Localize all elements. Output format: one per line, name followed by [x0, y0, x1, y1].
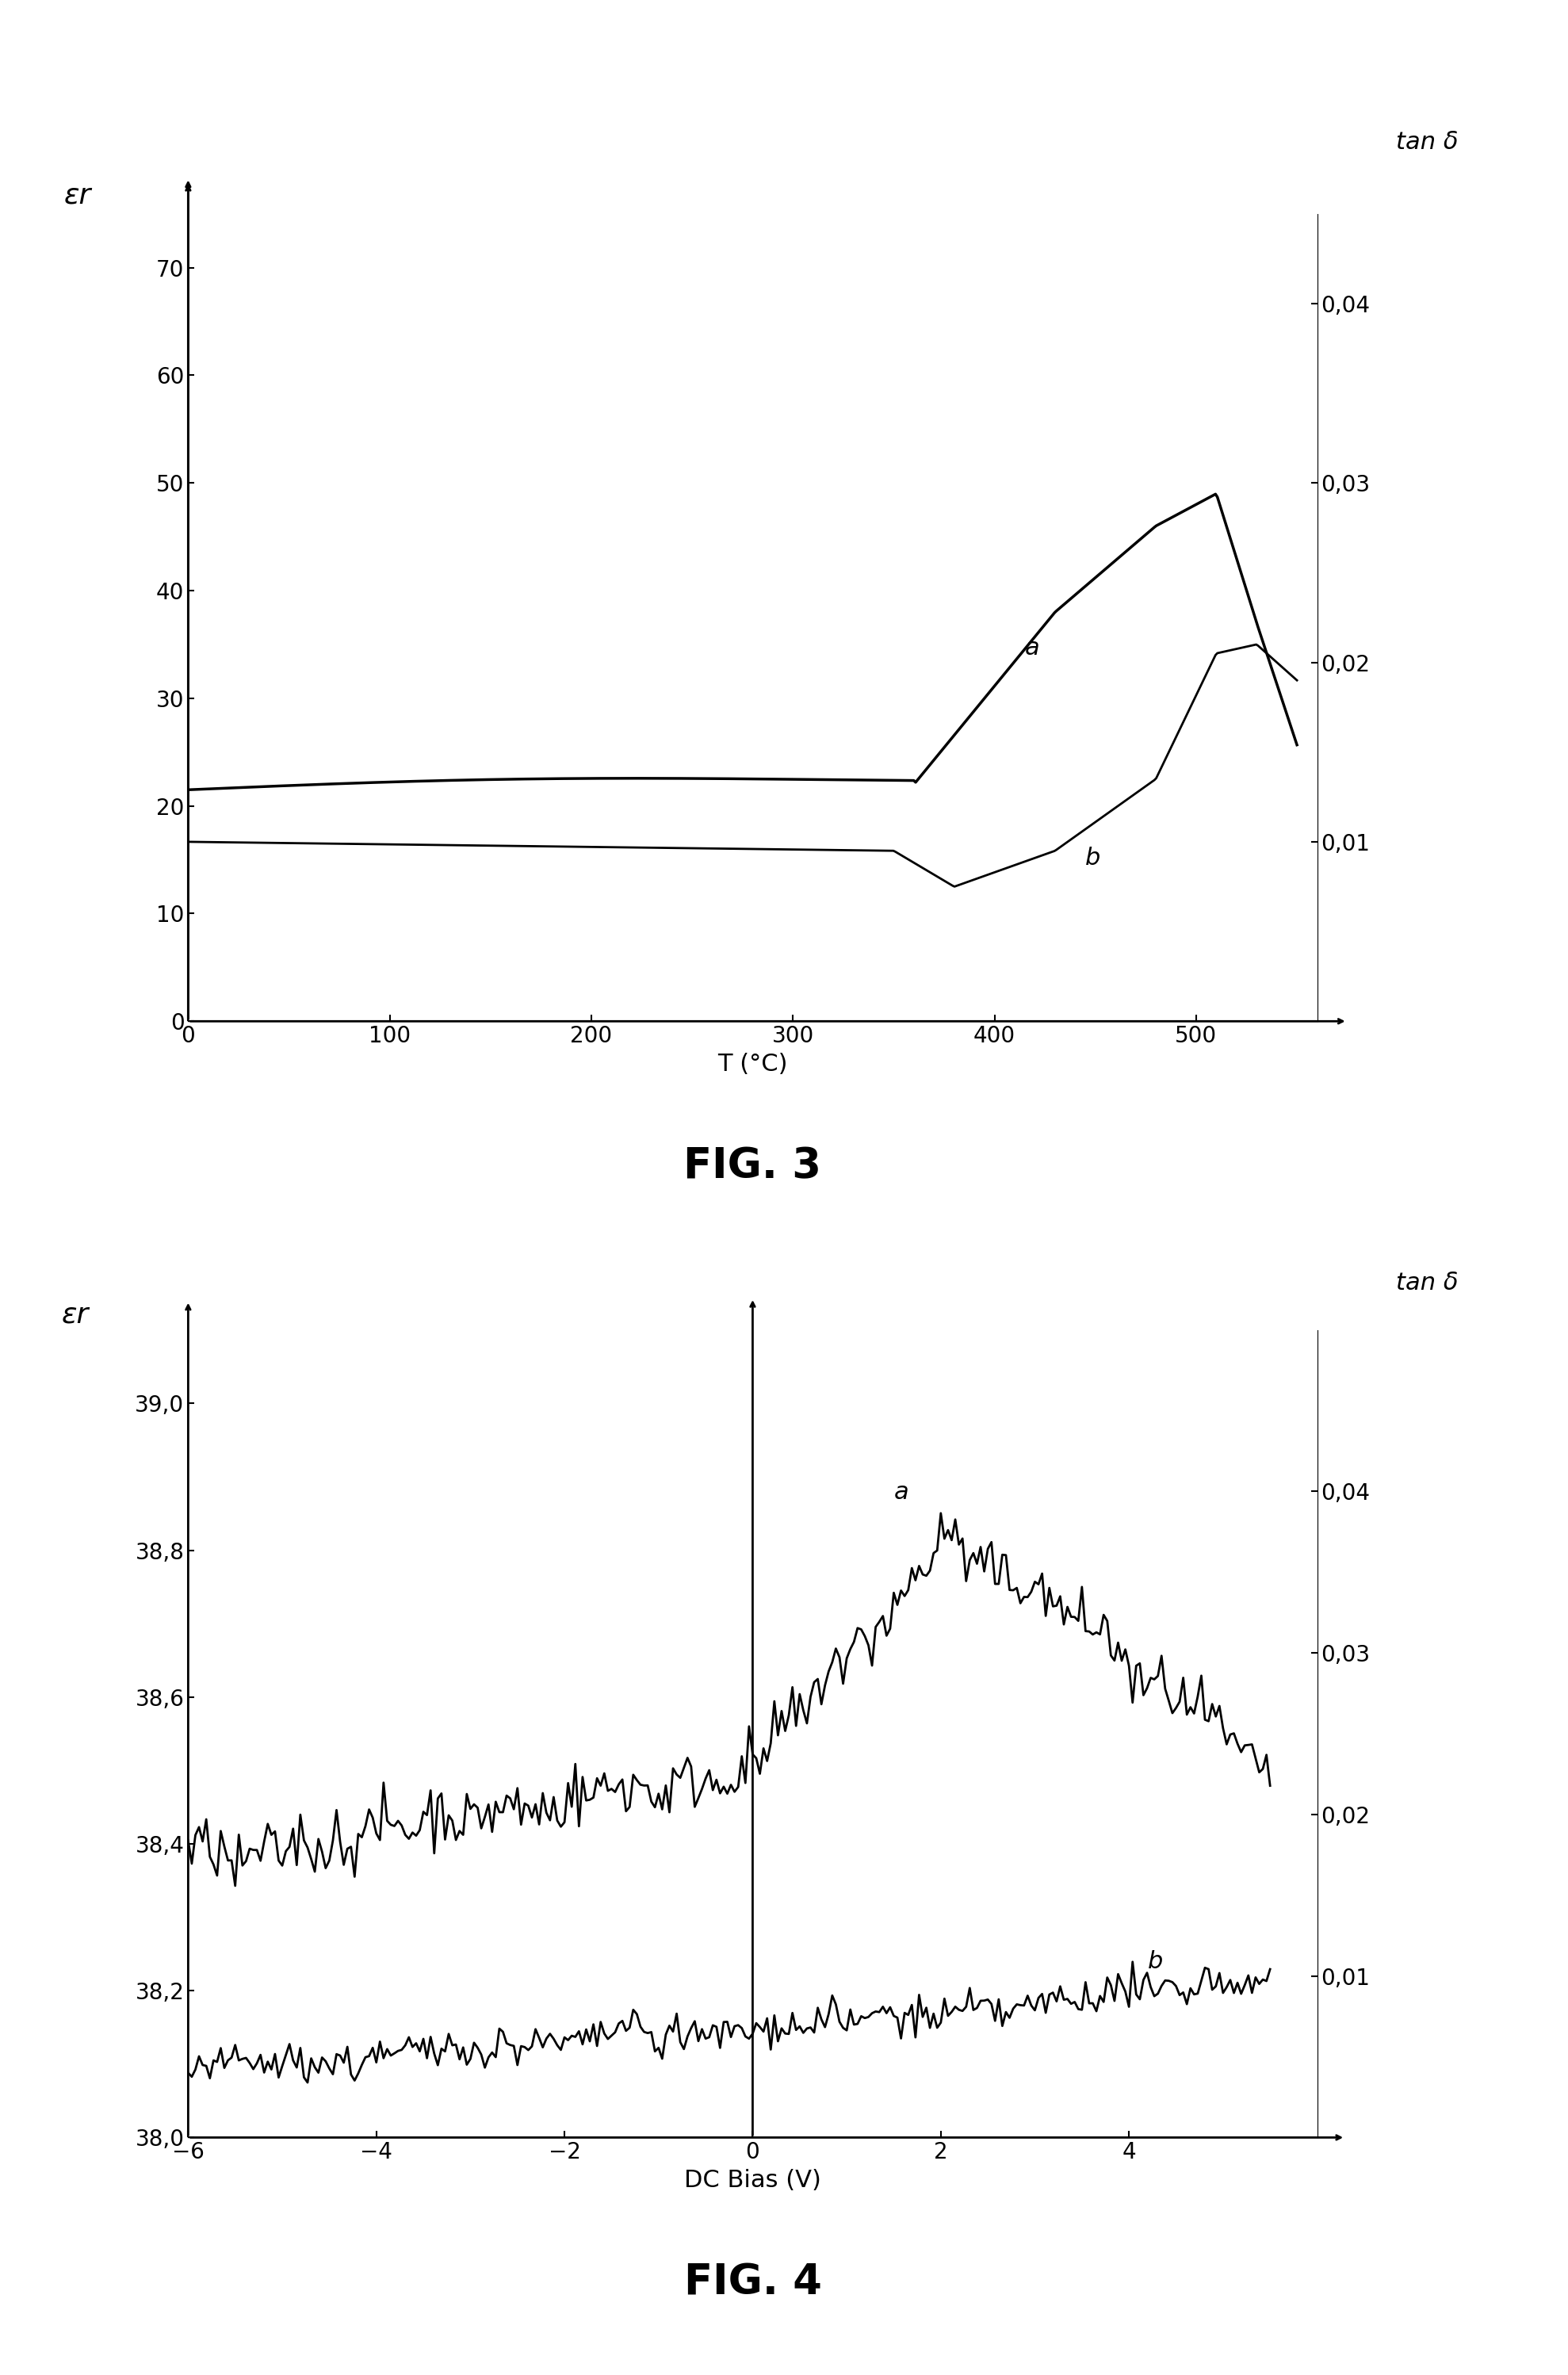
- Text: FIG. 4: FIG. 4: [684, 2263, 822, 2304]
- Text: εr: εr: [64, 180, 91, 209]
- Text: a: a: [1025, 636, 1040, 660]
- Text: b: b: [1085, 848, 1101, 869]
- Text: tan δ: tan δ: [1396, 1271, 1458, 1294]
- Text: FIG. 3: FIG. 3: [684, 1147, 822, 1188]
- Text: εr: εr: [61, 1302, 89, 1328]
- Text: tan δ: tan δ: [1396, 131, 1458, 154]
- Text: a: a: [894, 1480, 908, 1503]
- Text: b: b: [1148, 1950, 1163, 1974]
- X-axis label: T (°C): T (°C): [718, 1052, 787, 1076]
- X-axis label: DC Bias (V): DC Bias (V): [684, 2168, 822, 2192]
